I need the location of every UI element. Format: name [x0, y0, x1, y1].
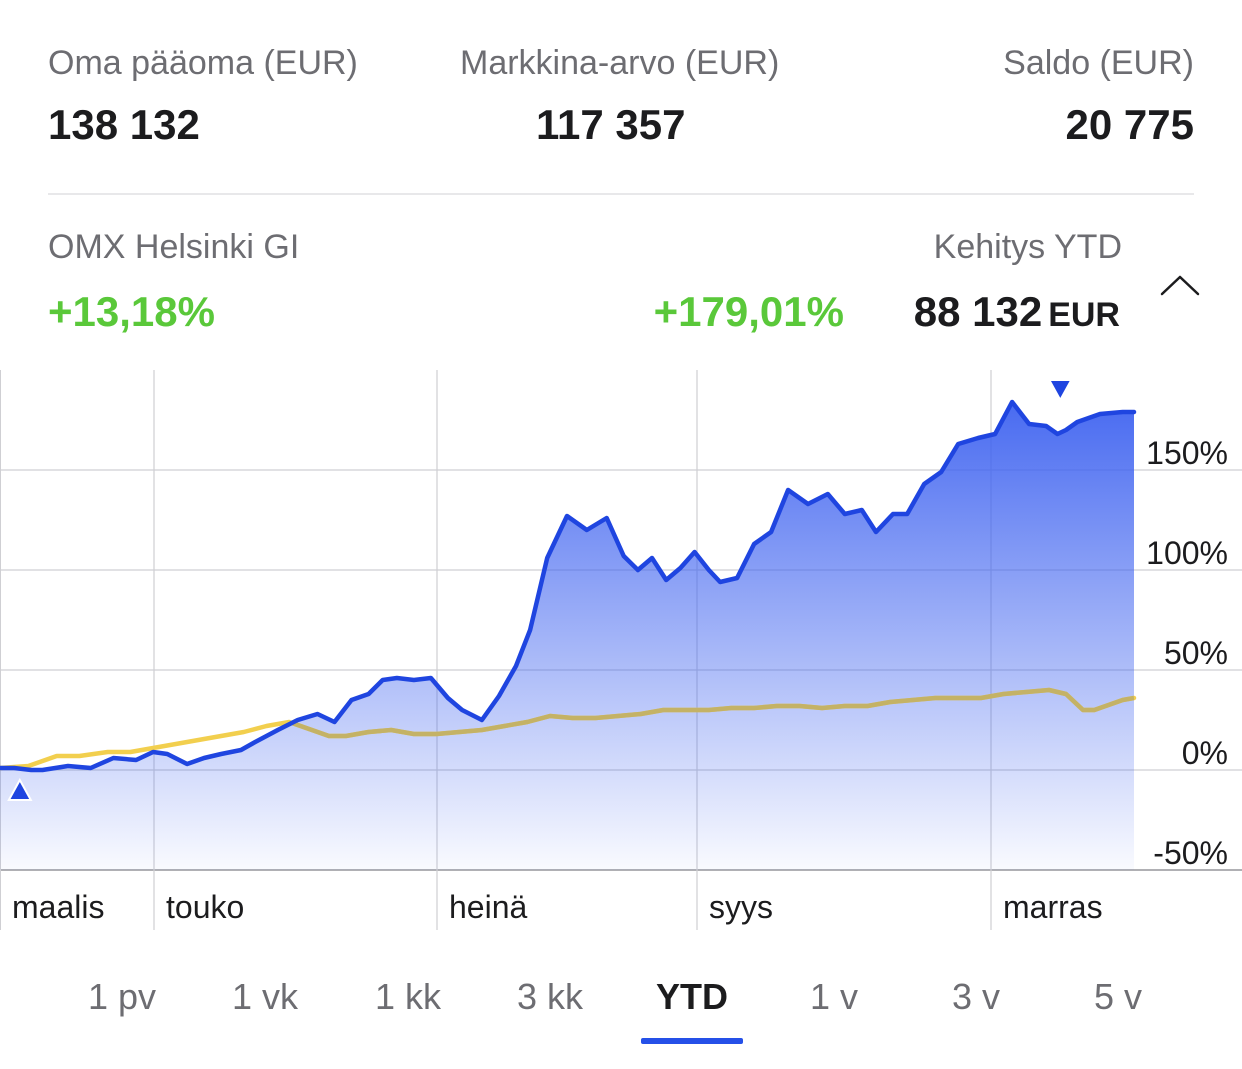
period-tab-1-vk[interactable]: 1 vk [231, 976, 299, 1017]
ytd-change: +179,01% [653, 288, 844, 335]
month-label-1: touko [166, 889, 244, 925]
y-tick-label-0: 150% [1146, 435, 1228, 471]
y-tick-label-3: 0% [1182, 735, 1228, 771]
month-label-4: marras [1003, 889, 1103, 925]
y-tick-label-bg [1136, 628, 1240, 668]
period-tab-1-pv[interactable]: 1 pv [87, 976, 157, 1017]
y-tick-label-bg [1136, 828, 1240, 868]
month-label-3: syys [709, 889, 773, 925]
portfolio-series-line [0, 399, 1137, 773]
ytd-currency: EUR [1048, 296, 1120, 334]
equity-stat: Oma pääoma (EUR) 138 132 [48, 44, 358, 149]
y-tick-label-2: 50% [1164, 635, 1228, 671]
low-marker-icon [7, 777, 33, 801]
month-label-0: maalis [12, 889, 104, 925]
chevron-up-icon[interactable] [1158, 264, 1202, 308]
month-label-2: heinä [449, 889, 528, 925]
period-tab-1-v[interactable]: 1 v [809, 976, 859, 1017]
market-value-stat: Markkina-arvo (EUR) 117 357 [460, 44, 779, 149]
period-tab-ytd[interactable]: YTD [656, 976, 728, 1017]
equity-value: 138 132 [48, 101, 200, 148]
period-selected-underline [641, 1038, 743, 1044]
y-tick-label-1: 100% [1146, 535, 1228, 571]
balance-value: 20 775 [1065, 101, 1194, 148]
period-selector: 1 pv 1 vk 1 kk 3 kk YTD 1 v 3 v 5 v [0, 976, 1242, 1046]
period-tab-1-kk[interactable]: 1 kk [374, 976, 442, 1017]
index-change: +13,18% [48, 288, 215, 335]
market-value-value: 117 357 [536, 101, 686, 148]
equity-label: Oma pääoma (EUR) [48, 44, 358, 82]
period-tab-3-kk[interactable]: 3 kk [516, 976, 584, 1017]
portfolio-area [0, 402, 1134, 870]
balance-label: Saldo (EUR) [1003, 44, 1194, 82]
index-label: OMX Helsinki GI [48, 228, 300, 266]
chevron-up-icon-glyph [1160, 275, 1200, 296]
y-tick-label-bg [1136, 528, 1240, 568]
high-marker-icon [1047, 379, 1073, 403]
ytd-label: Kehitys YTD [933, 228, 1122, 266]
y-tick-label-bg [1136, 728, 1240, 768]
y-tick-label-4: -50% [1153, 835, 1228, 871]
period-tab-3-v[interactable]: 3 v [951, 976, 1001, 1017]
account-summary: Oma pääoma (EUR) 138 132 Markkina-arvo (… [48, 44, 1194, 154]
performance-header: OMX Helsinki GI +13,18% Kehitys YTD +179… [0, 228, 1242, 348]
balance-stat: Saldo (EUR) 20 775 [1003, 44, 1194, 149]
period-tab-5-v[interactable]: 5 v [1093, 976, 1143, 1017]
performance-chart[interactable]: maalis touko heinä syys marras 150% 100% 50% 0% -… [0, 0, 1242, 940]
section-divider [48, 193, 1194, 195]
market-value-label: Markkina-arvo (EUR) [460, 44, 780, 82]
ytd-amount: 88 132 EUR [914, 288, 1120, 336]
y-tick-label-bg [1136, 428, 1240, 468]
ytd-amount-value: 88 132 [913, 288, 1043, 335]
